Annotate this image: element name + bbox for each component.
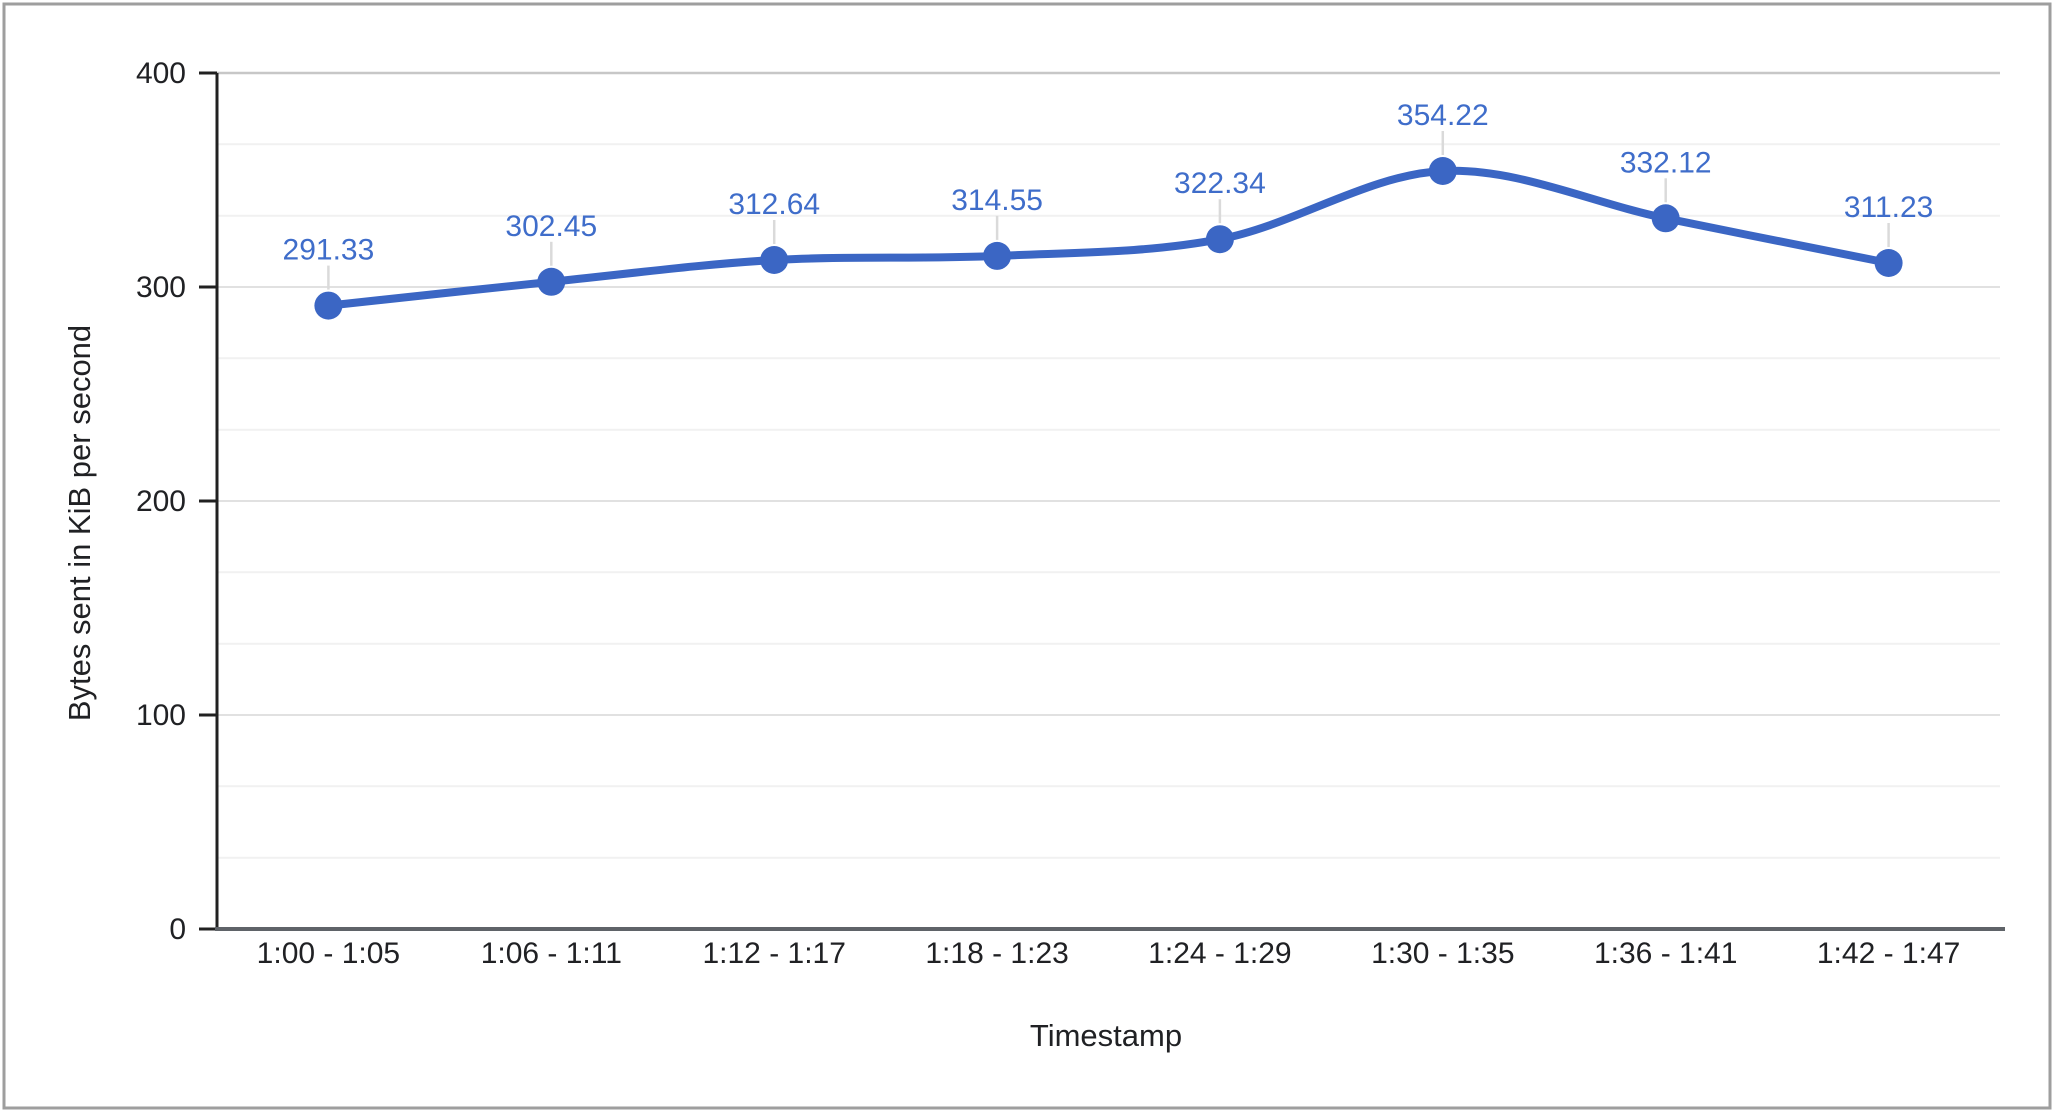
data-point-marker[interactable] — [1428, 157, 1457, 185]
x-axis-tick-label: 1:36 - 1:41 — [1594, 937, 1737, 970]
data-point-label: 332.12 — [1620, 146, 1712, 179]
data-point-label: 312.64 — [728, 188, 820, 221]
data-point-label: 322.34 — [1174, 167, 1266, 200]
y-axis-tick-label: 200 — [136, 485, 186, 518]
x-axis-tick-label: 1:24 - 1:29 — [1148, 937, 1291, 970]
y-axis-tick-label: 100 — [136, 699, 186, 732]
x-axis-tick-label: 1:30 - 1:35 — [1371, 937, 1514, 970]
data-point-marker[interactable] — [983, 241, 1012, 270]
y-axis-tick-label: 0 — [169, 913, 186, 946]
data-point-label: 311.23 — [1844, 191, 1934, 224]
y-axis-title: Bytes sent in KiB per second — [62, 325, 97, 721]
x-axis-tick-label: 1:18 - 1:23 — [925, 937, 1068, 970]
axes — [199, 71, 2005, 931]
data-point-marker[interactable] — [1651, 204, 1680, 233]
x-axis-tick-label: 1:00 - 1:05 — [257, 937, 400, 970]
data-labels: 291.33 302.45 312.64 314.55 322.34 354.22 332.… — [283, 99, 1934, 267]
y-axis-tick-label: 300 — [136, 271, 186, 304]
data-point-marker[interactable] — [537, 267, 566, 296]
data-point-marker[interactable] — [1874, 249, 1903, 277]
data-point-label: 302.45 — [505, 210, 597, 243]
x-axis-title: Timestamp — [1030, 1018, 1182, 1053]
x-axis-tick-label: 1:06 - 1:11 — [481, 937, 622, 970]
x-axis-tick-label: 1:12 - 1:17 — [702, 937, 845, 970]
series-line-path — [324, 166, 1893, 310]
data-point-label: 314.55 — [951, 184, 1043, 217]
series — [314, 157, 1903, 320]
x-axis-tick-label: 1:42 - 1:47 — [1817, 937, 1960, 970]
data-point-marker[interactable] — [314, 291, 343, 320]
data-point-label: 354.22 — [1397, 99, 1489, 132]
gridlines — [217, 71, 2000, 859]
data-point-label: 291.33 — [283, 234, 375, 267]
y-axis-tick-label: 400 — [136, 57, 186, 90]
data-point-marker[interactable] — [1205, 225, 1234, 254]
label-leader-lines — [327, 131, 1890, 290]
data-point-marker[interactable] — [760, 246, 789, 274]
axis-tick-labels: 0 100 200 300 400 1:00 - 1:05 1:06 - 1:11 1:12 … — [136, 57, 1960, 970]
